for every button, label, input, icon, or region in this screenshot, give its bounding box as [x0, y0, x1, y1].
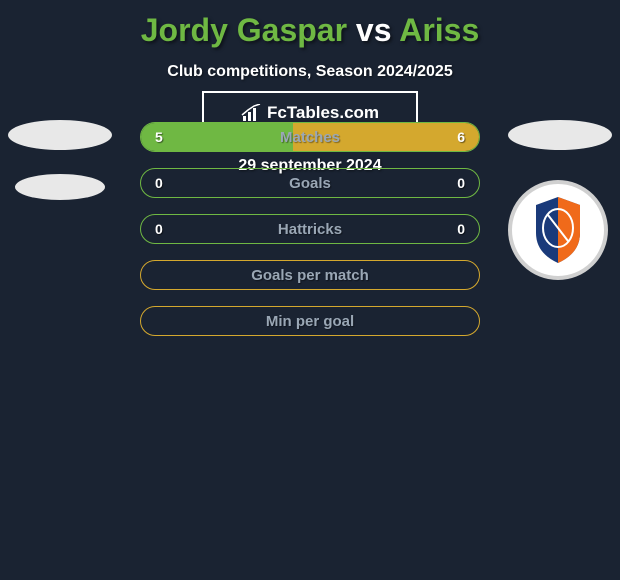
stat-bar-hattricks: 0 Hattricks 0 — [140, 214, 480, 244]
stat-left-value: 0 — [155, 175, 163, 191]
stat-bar-min-per-goal: Min per goal — [140, 306, 480, 336]
stat-left-value: 5 — [155, 129, 163, 145]
brand-text: FcTables.com — [267, 103, 379, 123]
stat-bar-goals-per-match: Goals per match — [140, 260, 480, 290]
club1-placeholder — [15, 174, 105, 200]
stat-right-value: 0 — [457, 175, 465, 191]
stat-bar-matches: 5 Matches 6 — [140, 122, 480, 152]
stat-bar-goals: 0 Goals 0 — [140, 168, 480, 198]
stat-fill-left — [141, 123, 293, 151]
shield-icon — [530, 195, 586, 265]
stat-label: Hattricks — [278, 221, 342, 238]
stat-left-value: 0 — [155, 221, 163, 237]
stat-label: Goals per match — [251, 267, 369, 284]
player2-placeholder — [508, 120, 612, 150]
stat-label: Matches — [280, 129, 340, 146]
stat-label: Min per goal — [266, 313, 354, 330]
player1-placeholder — [8, 120, 112, 150]
vs-text: vs — [356, 12, 392, 48]
chart-icon — [241, 104, 263, 122]
subtitle: Club competitions, Season 2024/2025 — [0, 63, 620, 81]
stat-right-value: 0 — [457, 221, 465, 237]
stats-column: 5 Matches 6 0 Goals 0 0 Hattricks 0 Goals per mat… — [140, 122, 480, 352]
comparison-title: Jordy Gaspar vs Ariss — [0, 0, 620, 49]
player1-name: Jordy Gaspar — [141, 12, 347, 48]
right-player-column — [508, 120, 612, 280]
club2-logo — [508, 180, 608, 280]
stat-label: Goals — [289, 175, 331, 192]
stat-right-value: 6 — [457, 129, 465, 145]
left-player-column — [8, 120, 112, 200]
player2-name: Ariss — [399, 12, 479, 48]
